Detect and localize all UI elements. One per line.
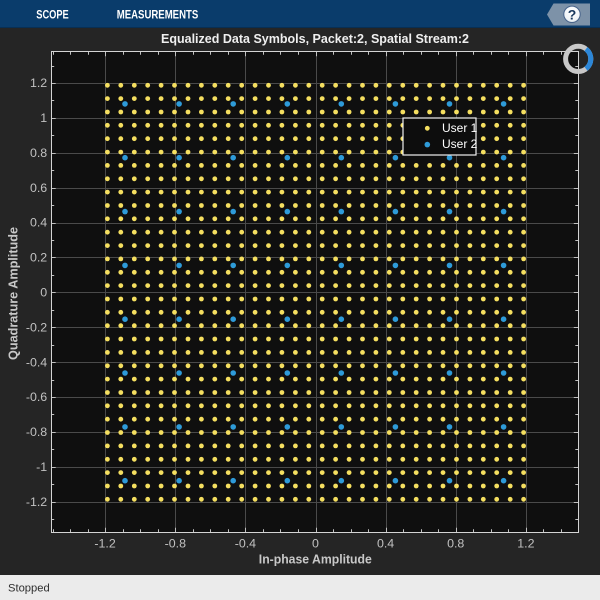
- svg-text:User 1: User 1: [442, 121, 478, 135]
- svg-text:In-phase Amplitude: In-phase Amplitude: [259, 551, 372, 566]
- svg-text:SCOPE: SCOPE: [36, 8, 69, 22]
- svg-text:1.2: 1.2: [30, 76, 47, 90]
- svg-text:1.2: 1.2: [517, 536, 534, 550]
- svg-text:-0.8: -0.8: [165, 536, 186, 550]
- svg-text:0.4: 0.4: [377, 536, 394, 550]
- svg-text:-0.6: -0.6: [26, 390, 47, 404]
- svg-text:-1.2: -1.2: [26, 495, 47, 509]
- svg-text:0: 0: [312, 536, 319, 550]
- svg-text:-0.4: -0.4: [26, 355, 47, 369]
- svg-text:-0.4: -0.4: [235, 536, 256, 550]
- svg-text:Equalized Data Symbols, Packet: Equalized Data Symbols, Packet:2, Spatia…: [161, 31, 469, 46]
- svg-text:MEASUREMENTS: MEASUREMENTS: [117, 8, 199, 22]
- svg-text:User 2: User 2: [442, 137, 478, 151]
- svg-text:-1: -1: [36, 460, 47, 474]
- svg-text:0.8: 0.8: [447, 536, 464, 550]
- svg-text:0.4: 0.4: [30, 216, 47, 230]
- svg-text:Quadrature Amplitude: Quadrature Amplitude: [5, 227, 20, 360]
- svg-text:-0.8: -0.8: [26, 425, 47, 439]
- svg-text:0.2: 0.2: [30, 251, 47, 265]
- svg-text:0.6: 0.6: [30, 181, 47, 195]
- svg-text:0.8: 0.8: [30, 146, 47, 160]
- svg-text:Stopped: Stopped: [8, 583, 50, 595]
- svg-text:1: 1: [40, 111, 47, 125]
- svg-text:?: ?: [568, 6, 577, 22]
- svg-text:-0.2: -0.2: [26, 320, 47, 334]
- svg-text:0: 0: [40, 286, 47, 300]
- svg-text:-1.2: -1.2: [94, 536, 115, 550]
